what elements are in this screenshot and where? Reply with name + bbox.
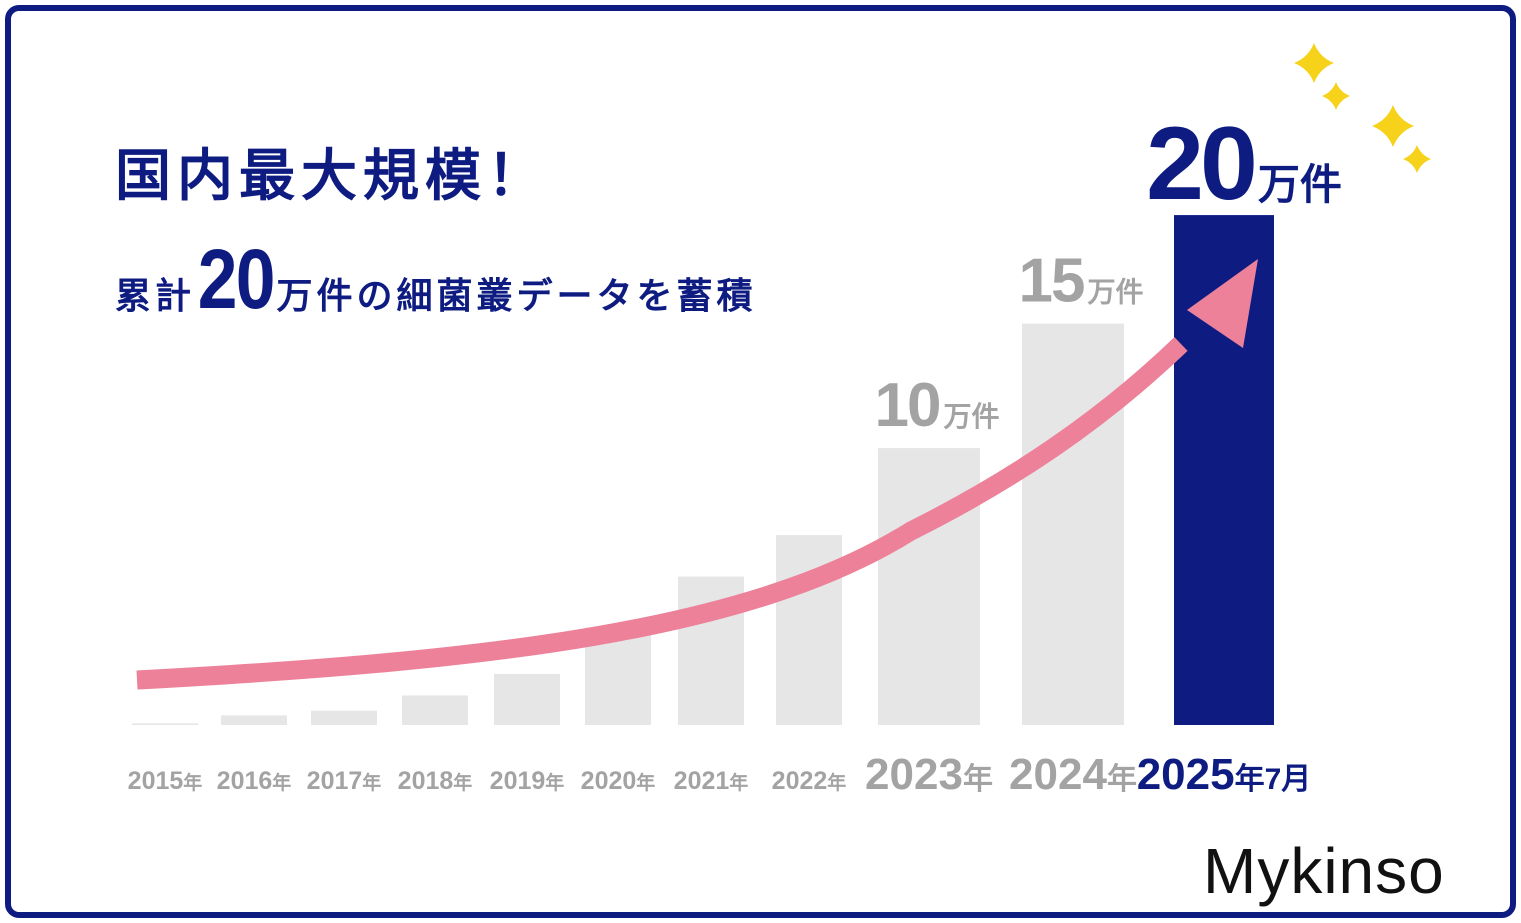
- subtitle-count: 20: [197, 232, 276, 326]
- bar-2018年: [402, 695, 468, 725]
- brand-logo: Mykinso: [1203, 835, 1445, 907]
- bar-2016年: [221, 715, 287, 725]
- trend-arrow: [136, 259, 1258, 690]
- sparkle-icon: [1294, 43, 1334, 83]
- bar-value-label-15万件: 15 万件: [1019, 247, 1144, 316]
- x-tick-label-2018年: 2018年: [398, 767, 473, 795]
- x-tick-label-2017年: 2017年: [307, 767, 382, 795]
- sparkle-icon: [1403, 145, 1431, 173]
- x-tick-label-2024年: 2024年: [1009, 750, 1137, 799]
- x-tick-label-2023年: 2023年: [865, 750, 993, 799]
- bar-2019年: [494, 673, 560, 725]
- x-tick-label-2022年: 2022年: [772, 767, 847, 795]
- bar-2023年: [878, 448, 980, 725]
- headline-title: 国内最大規模！: [115, 144, 549, 209]
- x-tick-label-2016年: 2016年: [217, 767, 292, 795]
- x-tick-label-2025年7月: 2025年7月: [1137, 750, 1312, 799]
- chart-card: 10 万件 15 万件 20万件 2015年 2016年 2017年 2018年 2019年 20…: [5, 5, 1516, 918]
- trend-arrow-head: [1187, 259, 1258, 348]
- sparkle-icons: [1294, 43, 1431, 173]
- x-tick-label-2019年: 2019年: [490, 767, 565, 795]
- trend-arrow-shaft: [136, 337, 1188, 690]
- headline-subtitle: 累計20万件の細菌叢データを蓄積: [115, 229, 756, 353]
- bar-2024年: [1022, 323, 1124, 725]
- x-axis-tick-labels: 2015年 2016年 2017年 2018年 2019年 2020年 2021年 2022年…: [128, 750, 1312, 799]
- subtitle-suffix: 万件の細菌叢データを蓄積: [276, 276, 757, 317]
- x-tick-label-2015年: 2015年: [128, 767, 203, 795]
- x-tick-label-2021年: 2021年: [674, 767, 749, 795]
- sparkle-icon: [1372, 105, 1414, 147]
- bar-value-label-10万件: 10 万件: [875, 371, 1000, 440]
- sparkle-icon: [1322, 82, 1350, 110]
- x-tick-label-2020年: 2020年: [581, 767, 656, 795]
- bar-value-label-20万件: 20万件: [1146, 106, 1342, 222]
- bar-2015年: [132, 723, 198, 725]
- bar-2017年: [311, 710, 377, 725]
- subtitle-prefix: 累計: [115, 276, 196, 317]
